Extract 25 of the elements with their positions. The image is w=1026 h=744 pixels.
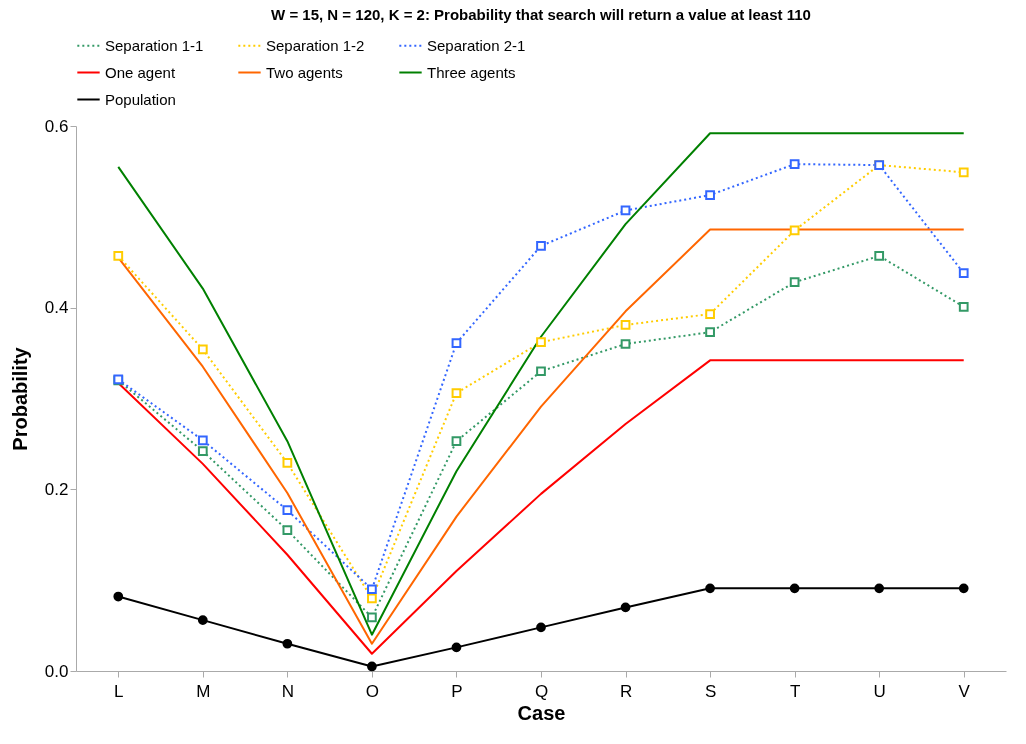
- y-tick-label: 0.2: [44, 479, 69, 499]
- chart-title: W = 15, N = 120, K = 2: Probability that search will return a value at least 110: [271, 6, 811, 23]
- x-axis-title: Case: [517, 701, 566, 724]
- legend-label: One agent: [105, 63, 176, 81]
- x-tick-label: O: [365, 681, 380, 701]
- legend-label: Population: [105, 90, 176, 108]
- x-tick-label: S: [704, 681, 717, 701]
- y-axis-title: Probability: [8, 346, 31, 451]
- x-tick-label: T: [789, 681, 801, 701]
- x-tick-label: P: [451, 681, 463, 701]
- y-tick-label: 0.0: [44, 661, 69, 681]
- x-tick-label: V: [958, 681, 971, 701]
- x-tick-label: M: [196, 681, 211, 701]
- legend-label: Three agents: [427, 63, 516, 81]
- legend-label: Separation 1-2: [266, 36, 365, 54]
- x-tick-label: U: [873, 681, 886, 701]
- legend-label: Separation 2-1: [427, 36, 526, 54]
- x-tick-label: N: [281, 681, 294, 701]
- x-tick-label: L: [114, 681, 124, 701]
- legend-label: Separation 1-1: [105, 36, 204, 54]
- x-tick-label: R: [619, 681, 633, 701]
- legend-label: Two agents: [266, 63, 343, 81]
- x-tick-label: Q: [534, 681, 549, 701]
- y-tick-label: 0.4: [44, 298, 69, 318]
- y-tick-label: 0.6: [44, 116, 69, 136]
